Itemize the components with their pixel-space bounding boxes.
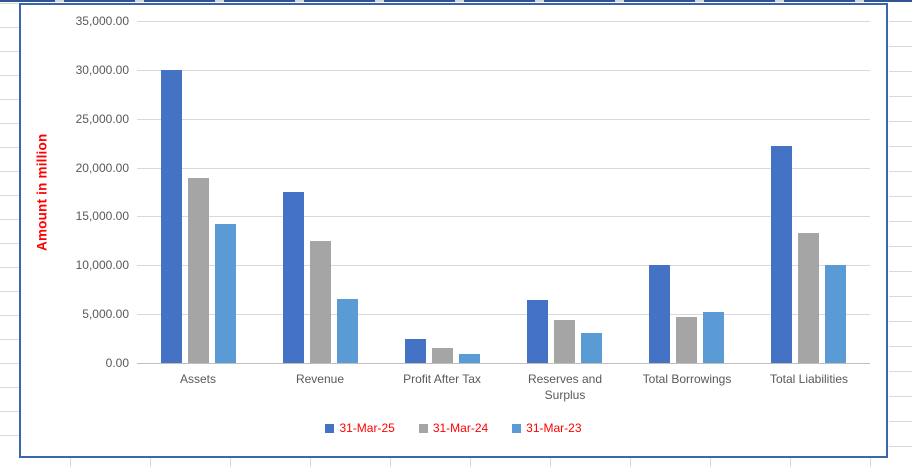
bar-series-2-cat-3[interactable] xyxy=(581,333,602,363)
bar-series-2-cat-5[interactable] xyxy=(825,265,846,363)
bar-series-1-cat-1[interactable] xyxy=(310,241,331,363)
bar-series-2-cat-4[interactable] xyxy=(703,312,724,363)
sheet-gridlines-right xyxy=(889,2,912,458)
bar-series-1-cat-0[interactable] xyxy=(188,178,209,363)
legend-label: 31-Mar-24 xyxy=(432,421,489,435)
y-gridline xyxy=(137,216,870,217)
bar-series-0-cat-2[interactable] xyxy=(405,339,426,363)
y-gridline xyxy=(137,314,870,315)
legend-label: 31-Mar-25 xyxy=(339,421,395,435)
bar-series-0-cat-5[interactable] xyxy=(771,146,792,363)
bar-series-1-cat-5[interactable] xyxy=(798,233,819,363)
bar-series-1-cat-4[interactable] xyxy=(676,317,697,363)
bar-series-0-cat-4[interactable] xyxy=(649,265,670,363)
sheet-gridlines-bottom xyxy=(0,458,912,467)
y-gridline xyxy=(137,265,870,266)
chart-area[interactable]: 0.00 5,000.00 10,000.00 15,000.00 20,000.00 2… xyxy=(21,5,886,456)
category-label: Profit After Tax xyxy=(403,372,481,386)
y-axis-tick-label: 15,000.00 xyxy=(75,209,129,223)
category-label: Total Borrowings xyxy=(642,372,732,386)
y-axis-tick-label: 35,000.00 xyxy=(75,14,129,28)
legend-label: 31-Mar-23 xyxy=(526,421,582,435)
bar-series-0-cat-0[interactable] xyxy=(161,70,182,363)
category-label: Reserves and Surplus xyxy=(527,372,603,403)
category-label: Assets xyxy=(179,372,216,386)
category-label: Revenue xyxy=(295,372,345,386)
legend-item-31-mar-24[interactable]: 31-Mar-24 xyxy=(418,421,489,435)
y-gridline xyxy=(137,119,870,120)
legend-item-31-mar-25[interactable]: 31-Mar-25 xyxy=(325,421,395,435)
bar-series-0-cat-3[interactable] xyxy=(527,300,548,363)
bar-series-1-cat-2[interactable] xyxy=(432,348,453,363)
embedded-chart[interactable]: 0.00 5,000.00 10,000.00 15,000.00 20,000.00 2… xyxy=(19,3,888,458)
sheet-gridlines-left xyxy=(0,2,19,458)
y-gridline xyxy=(137,70,870,71)
y-axis-tick-label: 20,000.00 xyxy=(75,161,129,175)
legend-swatch-icon xyxy=(325,423,335,433)
bar-series-2-cat-2[interactable] xyxy=(459,354,480,363)
value-axis-title[interactable]: Amount in million xyxy=(34,133,50,251)
bar-series-2-cat-1[interactable] xyxy=(337,299,358,363)
y-axis-tick-label: 10,000.00 xyxy=(75,258,129,272)
legend-swatch-icon xyxy=(512,423,522,433)
legend-item-31-mar-23[interactable]: 31-Mar-23 xyxy=(512,421,582,435)
chart-legend[interactable]: 31-Mar-25 31-Mar-24 31-Mar-23 xyxy=(21,421,886,435)
sheet-row-border xyxy=(0,0,912,2)
y-axis-tick-label: 25,000.00 xyxy=(75,112,129,126)
y-axis-tick-label: 30,000.00 xyxy=(75,63,129,77)
bar-series-1-cat-3[interactable] xyxy=(554,320,575,363)
y-axis-tick-label: 5,000.00 xyxy=(82,307,129,321)
y-axis-tick-label: 0.00 xyxy=(105,356,129,370)
category-label: Total Liabilities xyxy=(769,372,849,386)
y-gridline xyxy=(137,168,870,169)
bar-series-2-cat-0[interactable] xyxy=(215,224,236,363)
x-axis-line xyxy=(137,363,870,364)
bar-series-0-cat-1[interactable] xyxy=(283,192,304,363)
y-gridline xyxy=(137,21,870,22)
legend-swatch-icon xyxy=(418,423,428,433)
